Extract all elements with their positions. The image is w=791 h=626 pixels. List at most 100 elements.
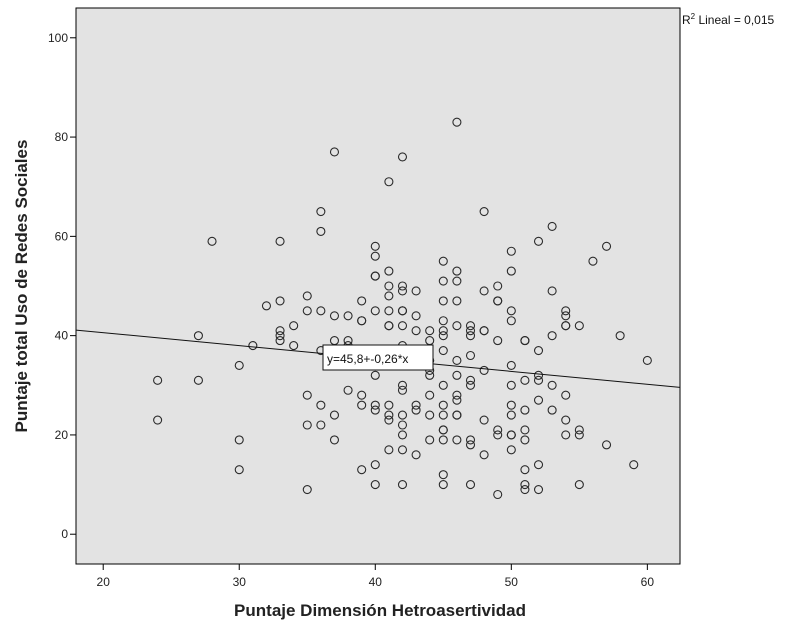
scatter-point bbox=[316, 206, 326, 217]
x-axis-ticks: 20 30 40 50 60 bbox=[97, 564, 654, 589]
scatter-point bbox=[193, 375, 203, 385]
scatter-point bbox=[316, 420, 326, 430]
scatter-point bbox=[329, 435, 340, 445]
scatter-point bbox=[329, 147, 340, 157]
scatter-point bbox=[370, 370, 380, 380]
x-tick-label: 30 bbox=[233, 575, 247, 589]
scatter-point bbox=[384, 281, 394, 291]
scatter-point bbox=[397, 480, 408, 490]
scatter-point bbox=[438, 276, 448, 286]
scatter-point bbox=[520, 425, 530, 435]
scatter-point bbox=[452, 117, 462, 127]
scatter-point bbox=[452, 355, 462, 366]
equation-label-box bbox=[322, 344, 434, 371]
scatter-point bbox=[642, 355, 652, 366]
scatter-point bbox=[438, 296, 448, 306]
scatter-point bbox=[343, 311, 353, 321]
scatter-point bbox=[261, 301, 272, 311]
scatter-point bbox=[438, 480, 448, 490]
equation-label: y=45,8+-0,26*x bbox=[327, 352, 408, 366]
scatter-point bbox=[207, 236, 217, 246]
scatter-point bbox=[438, 331, 448, 341]
scatter-point bbox=[302, 390, 312, 400]
scatter-point bbox=[234, 360, 244, 370]
scatter-point bbox=[520, 375, 530, 385]
scatter-point bbox=[329, 311, 340, 321]
scatter-point bbox=[533, 370, 544, 380]
scatter-point bbox=[397, 152, 408, 162]
y-tick-label: 100 bbox=[48, 31, 68, 45]
scatter-point bbox=[425, 390, 435, 400]
scatter-point bbox=[289, 321, 299, 331]
scatter-point bbox=[397, 445, 408, 455]
scatter-point bbox=[506, 430, 516, 440]
y-tick-label: 0 bbox=[61, 527, 68, 541]
scatter-point bbox=[153, 415, 163, 425]
scatter-point bbox=[452, 296, 462, 306]
scatter-point bbox=[397, 281, 408, 291]
scatter-point bbox=[493, 296, 503, 306]
scatter-point bbox=[370, 271, 380, 281]
scatter-point bbox=[275, 326, 285, 336]
scatter-point bbox=[302, 420, 312, 430]
scatter-point bbox=[316, 306, 326, 316]
x-tick-label: 50 bbox=[505, 575, 519, 589]
scatter-point bbox=[357, 400, 367, 410]
scatter-point bbox=[479, 450, 489, 460]
scatter-point bbox=[384, 177, 394, 187]
scatter-point bbox=[479, 415, 489, 425]
scatter-point bbox=[370, 460, 380, 470]
scatter-point bbox=[506, 306, 516, 316]
scatter-point bbox=[452, 266, 462, 276]
scatter-point bbox=[506, 316, 516, 326]
scatter-point bbox=[561, 430, 571, 440]
scatter-point bbox=[574, 321, 584, 331]
scatter-point bbox=[533, 395, 544, 405]
scatter-point bbox=[533, 236, 544, 246]
scatter-point bbox=[193, 331, 203, 341]
scatter-point bbox=[506, 266, 516, 276]
scatter-point bbox=[506, 360, 516, 370]
y-tick-label: 80 bbox=[55, 130, 69, 144]
scatter-point bbox=[520, 465, 530, 475]
scatter-point bbox=[452, 390, 462, 400]
y-tick-label: 60 bbox=[55, 229, 69, 243]
scatter-point bbox=[479, 365, 489, 375]
y-tick-label: 40 bbox=[55, 329, 69, 343]
x-tick-label: 40 bbox=[369, 575, 383, 589]
scatter-point bbox=[506, 445, 516, 455]
scatter-point bbox=[411, 286, 421, 296]
scatter-point bbox=[465, 331, 476, 341]
scatter-point bbox=[357, 316, 367, 326]
scatter-point bbox=[248, 341, 258, 351]
scatter-point bbox=[316, 400, 326, 410]
scatter-point bbox=[275, 336, 285, 346]
scatter-point bbox=[629, 460, 639, 470]
scatter-point bbox=[493, 336, 503, 346]
scatter-point bbox=[561, 390, 571, 400]
scatter-point bbox=[370, 400, 380, 410]
scatter-point bbox=[329, 410, 340, 420]
scatter-point bbox=[370, 306, 380, 316]
scatter-point bbox=[479, 206, 489, 217]
scatter-point bbox=[370, 241, 380, 251]
scatter-point bbox=[384, 410, 394, 420]
scatter-point bbox=[397, 306, 408, 316]
scatter-point bbox=[533, 460, 544, 470]
scatter-point bbox=[520, 480, 530, 490]
scatter-point bbox=[520, 435, 530, 445]
y-axis-title: Puntaje total Uso de Redes Sociales bbox=[12, 140, 31, 433]
scatter-point bbox=[357, 296, 367, 306]
scatter-point bbox=[397, 380, 408, 390]
scatter-point bbox=[465, 440, 476, 450]
scatter-point bbox=[438, 380, 448, 390]
scatter-point bbox=[370, 405, 380, 415]
scatter-point bbox=[465, 435, 476, 445]
scatter-point bbox=[452, 370, 462, 380]
scatter-point bbox=[506, 410, 516, 420]
scatter-point bbox=[601, 440, 612, 450]
scatter-point bbox=[601, 241, 612, 251]
scatter-point bbox=[370, 480, 380, 490]
scatter-point bbox=[561, 306, 571, 316]
